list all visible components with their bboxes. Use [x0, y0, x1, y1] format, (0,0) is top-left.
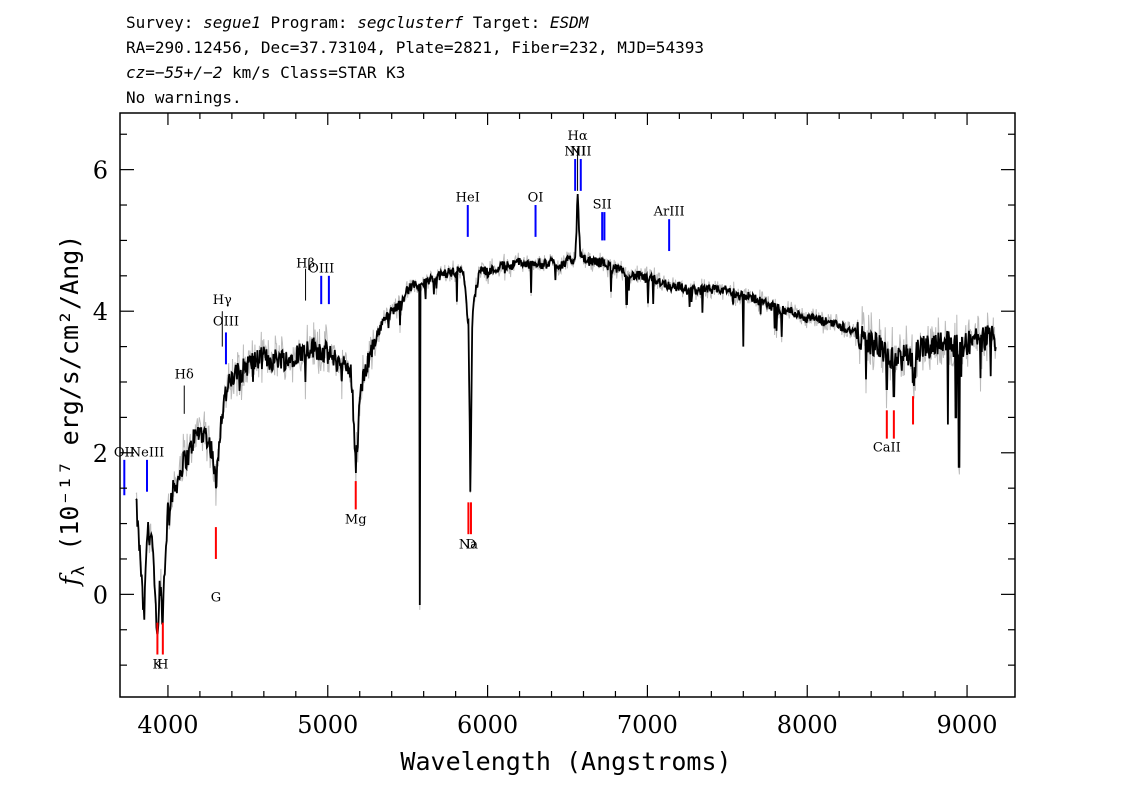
marker-label-g: G — [211, 590, 221, 605]
target-value: ESDM — [549, 13, 589, 32]
header-line-redshift: cz=−55+/−2 km/s Class=STAR K3 — [126, 63, 405, 82]
flux-line — [135, 194, 997, 635]
marker-label-mg: Mg — [345, 513, 367, 528]
x-tick-label: 8000 — [777, 711, 838, 739]
marker-label-ariii: ArIII — [653, 205, 685, 220]
marker-label-sii: SII — [593, 198, 612, 213]
cz-value: =−55+/−2 — [145, 63, 223, 82]
header-line-coordinates: RA=290.12456, Dec=37.73104, Plate=2821, … — [126, 38, 704, 57]
marker-label-neiii: NeIII — [130, 445, 164, 460]
marker-label-hdelta: Hδ — [175, 367, 194, 382]
marker-label-oiii: OIII — [213, 314, 239, 329]
x-axis-label: Wavelength (Angstroms) — [400, 747, 731, 776]
cz-label: cz — [126, 63, 146, 82]
class-text: km/s Class=STAR K3 — [222, 63, 406, 82]
x-tick-label: 6000 — [457, 711, 518, 739]
x-tick-label: 5000 — [297, 711, 358, 739]
survey-value: segue1 — [203, 13, 261, 32]
marker-label-hgamma: Hγ — [213, 293, 232, 308]
marker-label-halpha: Hα — [568, 129, 588, 144]
x-tick-label: 7000 — [617, 711, 678, 739]
marker-label-oi: OI — [528, 190, 544, 205]
y-tick-label: 6 — [93, 157, 108, 185]
y-tick-label: 2 — [93, 440, 108, 468]
y-tick-label: 4 — [93, 298, 108, 326]
header-line-survey: Survey: segue1 Program: segclusterf Targ… — [126, 13, 588, 32]
x-tick-label: 4000 — [137, 711, 198, 739]
y-tick-label: 0 — [93, 581, 108, 609]
plot-frame — [119, 112, 1016, 698]
axes: 4000 5000 6000 7000 8000 9000 0 2 4 6 — [93, 112, 1016, 739]
marker-label-nii: NII — [570, 144, 592, 159]
marker-label-h: H — [157, 658, 168, 673]
program-value: segclusterf — [357, 13, 464, 32]
survey-label: Survey: — [126, 13, 204, 32]
program-label: Program: — [260, 13, 358, 32]
marker-label-oiii: OIII — [308, 261, 334, 276]
marker-label-hbeta: Hβ — [296, 256, 315, 271]
target-label: Target: — [463, 13, 550, 32]
marker-label-caii: CaII — [873, 440, 901, 455]
marker-label-na: Na — [459, 537, 478, 552]
header-line-warnings: No warnings. — [126, 88, 242, 107]
y-axis-label: fλ (10⁻¹⁷ erg/s/cm²/Ang) — [55, 235, 89, 588]
marker-label-d: D — [466, 537, 476, 552]
marker-label-nii: NII — [564, 144, 586, 159]
marker-label-hei: HeI — [456, 190, 480, 205]
marker-label-k: K — [153, 658, 163, 673]
x-tick-label: 9000 — [937, 711, 998, 739]
flux-series — [135, 194, 997, 635]
